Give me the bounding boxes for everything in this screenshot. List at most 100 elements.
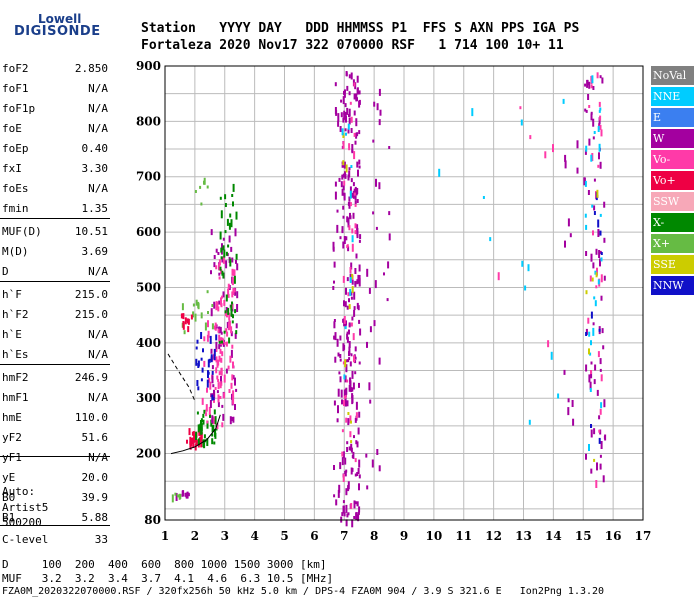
echo-point [353,132,356,137]
echo-point [375,226,378,230]
echo-point [352,182,355,187]
echo-point [233,269,236,277]
param-key: hmE [2,411,22,424]
echo-point [349,267,352,273]
echo-point [597,219,600,228]
echo-point [590,371,593,379]
echo-point [204,322,207,331]
echo-point [346,400,349,407]
x-tick-label: 1 [161,529,169,543]
echo-point [347,418,350,426]
echo-point [354,280,357,287]
footer-muf-row: MUF 3.2 3.2 3.4 3.7 4.1 4.6 6.3 10.5 [MH… [2,572,334,585]
echo-point [332,241,335,250]
echo-point [341,188,344,196]
echo-point [183,330,186,335]
echo-point [352,212,355,219]
echo-point [353,151,356,160]
echo-point [235,259,237,264]
echo-point [211,433,214,437]
echo-point [223,392,226,399]
echo-point [225,368,228,374]
echo-point [595,272,598,278]
echo-point [358,483,360,491]
param-foep: foEp 0.40 [2,139,108,159]
echo-point [342,96,345,105]
echo-point [220,331,223,335]
echo-point [200,332,203,339]
param-value: 246.9 [74,371,108,384]
echo-point [351,192,354,198]
echo-point [356,279,359,285]
param-value: N/A [88,328,108,341]
echo-point [353,306,356,311]
echo-point [366,268,369,277]
echo-point [184,492,187,497]
legend-nnw: NNW [651,276,694,295]
auto-artist: Artist5 [2,501,49,514]
echo-point [378,119,381,126]
panel-divider [0,218,110,219]
echo-point [594,270,597,275]
echo-point [603,201,606,208]
echo-point [350,296,353,300]
echo-point [350,387,353,393]
echo-point [226,322,229,328]
echo-point [599,368,602,372]
echo-point [231,291,234,298]
echo-point [343,512,346,517]
echo-point [342,133,345,138]
echo-point [368,382,371,391]
x-tick-label: 15 [575,529,592,543]
echo-point [342,361,345,365]
echo-point [333,400,336,406]
echo-point [563,369,566,375]
echo-point [218,300,221,305]
echo-point [200,420,202,425]
param-value: N/A [88,265,108,278]
param-m-d-: M(D) 3.69 [2,242,108,262]
echo-point [342,500,345,504]
echo-point [230,304,233,311]
panel-divider [0,364,110,365]
echo-point [354,371,357,375]
echo-point [232,416,235,423]
echo-point [353,309,356,317]
echo-point [337,388,340,397]
echo-point [356,188,359,194]
param-key: C-level [2,533,49,546]
echo-point [378,182,381,190]
echo-point [596,72,599,79]
echo-point [225,260,228,269]
echo-point [181,303,184,311]
echo-point [599,213,602,217]
echo-point [226,218,229,226]
echo-point [345,115,347,123]
echo-point [341,457,344,466]
echo-point [206,420,209,424]
echo-point [602,475,605,483]
echo-point [346,379,349,383]
echo-point [388,146,391,149]
echo-point [343,193,346,201]
echo-point [346,305,349,310]
echo-point [590,253,593,262]
echo-point [218,276,221,280]
echo-point [355,412,358,419]
echo-point [590,111,593,115]
echo-point [346,216,349,223]
echo-point [210,229,213,236]
echo-point [599,358,602,365]
x-tick-label: 14 [545,529,562,543]
auto-label: Auto: [2,485,36,498]
echo-point [209,400,212,408]
echo-point [354,140,357,145]
echo-point [348,446,351,451]
param-h-f2: h`F2 215.0 [2,305,108,325]
echo-point [353,192,356,196]
echo-point [358,459,361,468]
echo-point [211,394,214,401]
echo-point [593,178,596,182]
echo-point [228,337,231,344]
echo-point [210,270,212,275]
